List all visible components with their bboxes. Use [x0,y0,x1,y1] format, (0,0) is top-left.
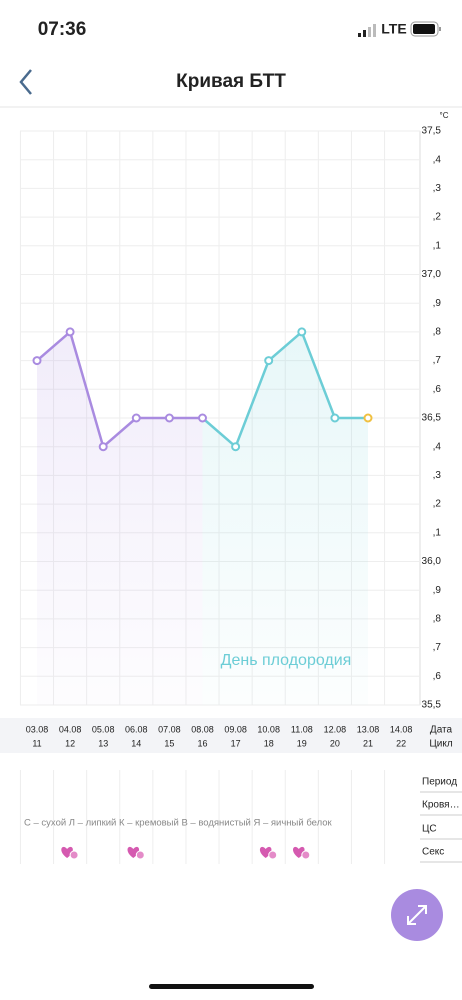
y-tick-label: ,9 [433,298,442,309]
row-label: Дата [430,725,453,736]
area [37,331,203,705]
y-tick-label: 35,5 [422,700,442,711]
header-title: Кривая БТТ [176,71,286,92]
y-tick-label: ,1 [433,527,442,538]
y-tick-label: ,6 [433,384,442,395]
y-tick-label: 37,0 [422,269,442,280]
y-tick-label: ,9 [433,585,442,596]
date-label: 05.08 [92,724,115,734]
cycle-label: 19 [297,738,307,748]
cycle-label: 16 [197,738,207,748]
row-label: Цикл [429,739,452,750]
cycle-label: 20 [330,738,340,748]
y-tick-label: ,2 [433,499,442,510]
mucus-legend: С – сухой Л – липкий К – кремовый В – во… [24,818,333,829]
cycle-label: 13 [98,738,108,748]
y-tick-label: ,3 [433,470,442,481]
cycle-label: 22 [396,738,406,748]
area [202,331,368,705]
cycle-label: 14 [131,738,141,748]
point [330,413,340,423]
date-label: 14.08 [390,724,413,734]
point [363,413,373,423]
date-label: 10.08 [257,724,280,734]
date-label: 09.08 [224,724,247,734]
date-label: 08.08 [191,724,214,734]
expand-icon [407,905,427,925]
heart-badge [268,850,278,860]
tracker-label: Период [422,777,457,788]
date-row-bg [0,718,462,753]
cycle-label: 17 [231,738,241,748]
point [164,413,174,423]
cycle-label: 18 [264,738,274,748]
y-tick-label: 37,5 [422,126,442,137]
signal-icon [358,24,376,37]
point [264,356,274,366]
point [297,327,307,337]
back-button[interactable] [19,69,32,95]
date-label: 03.08 [26,724,49,734]
date-label: 11.08 [291,724,313,734]
status-network: LTE [381,21,406,37]
point [98,442,108,452]
status-time: 07:36 [38,19,87,40]
unit: °C [440,111,449,120]
y-tick-label: ,8 [433,614,442,625]
date-label: 12.08 [324,724,347,734]
home-indicator [149,984,314,989]
y-tick-label: ,3 [433,183,442,194]
battery-icon [410,21,441,37]
connector [201,417,237,448]
y-tick-label: ,4 [433,441,442,452]
tracker-label: ЦС [422,824,437,835]
y-tick-label: 36,0 [422,556,442,567]
date-label: 06.08 [125,724,148,734]
y-tick-label: ,7 [433,642,442,653]
y-tick-label: ,4 [433,154,442,165]
date-label: 13.08 [357,724,380,734]
date-label: 07.08 [158,724,181,734]
point [198,413,207,423]
heart-badge [69,850,79,860]
y-tick-label: ,2 [433,212,442,223]
heart-badge [135,850,145,860]
cycle-label: 11 [32,738,41,748]
date-label: 04.08 [59,724,82,734]
y-tick-label: ,7 [433,355,442,366]
y-tick-label: ,8 [433,327,442,338]
cycle-label: 12 [65,738,75,748]
tracker-label: Кровя… [422,800,460,811]
y-tick-label: ,6 [433,671,442,682]
y-tick-label: 36,5 [422,413,442,424]
point [131,413,141,423]
cycle-label: 21 [363,738,373,748]
tracker-label: Секс [422,847,444,858]
point [65,327,75,337]
cycle-label: 15 [164,738,174,748]
point [231,442,241,452]
y-tick-label: ,1 [433,240,442,251]
heart-badge [301,850,311,860]
point [32,356,42,366]
annotation: День плодородия [221,652,352,669]
line [36,330,203,448]
